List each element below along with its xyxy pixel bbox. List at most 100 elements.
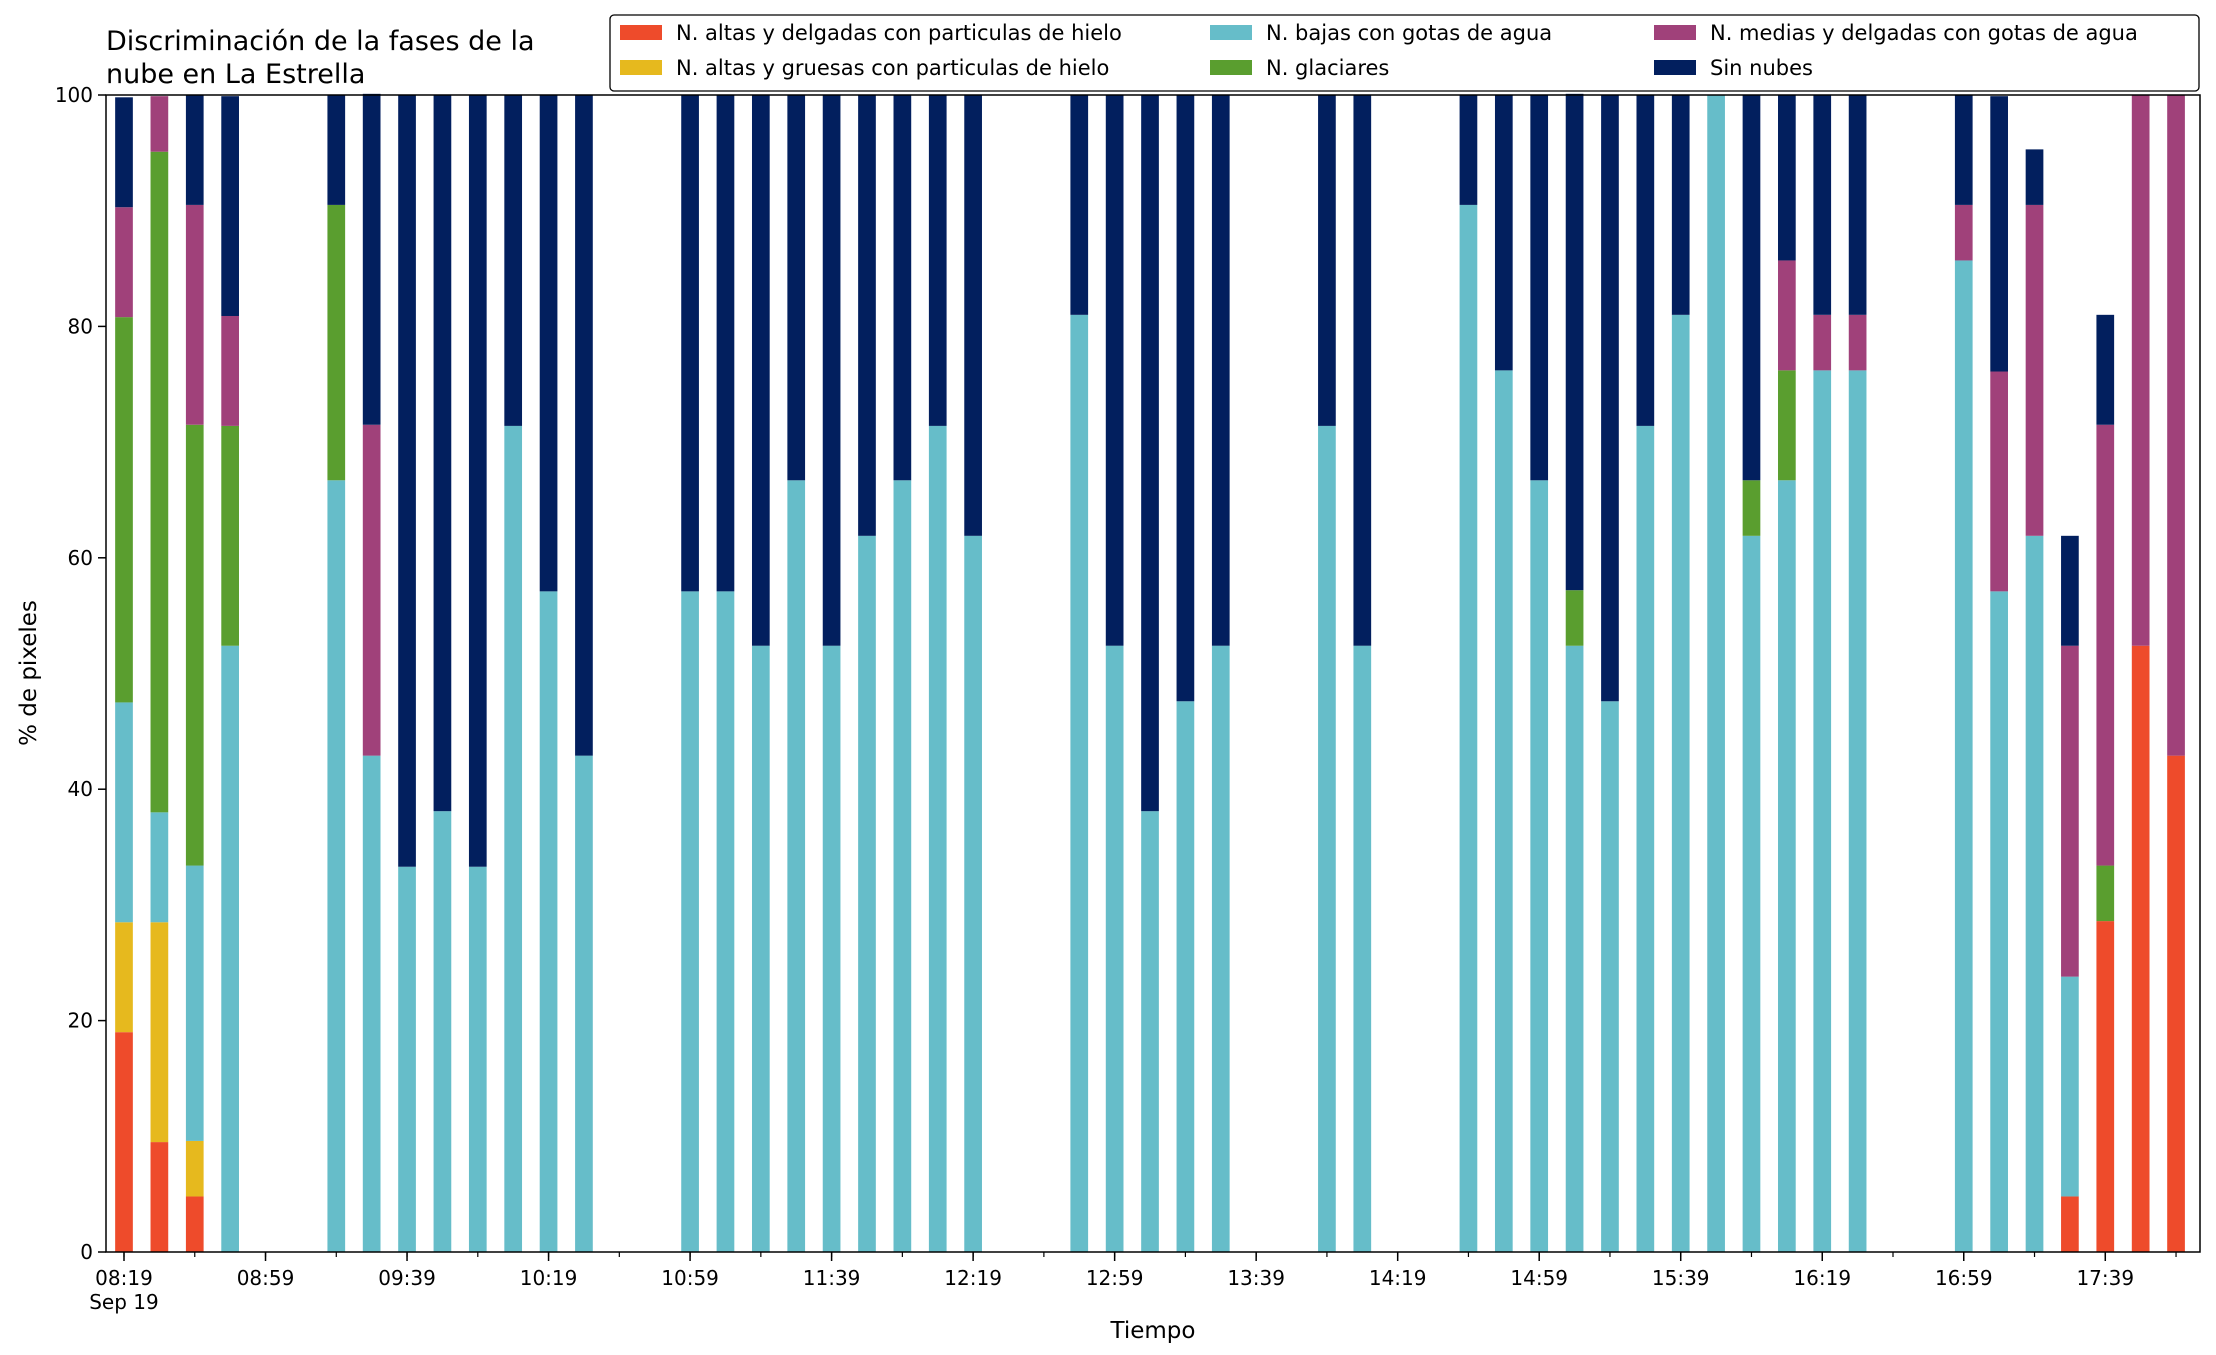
bar-segment-s3-x3 [221,425,239,646]
bar-segment-s2-x54 [2025,535,2044,1252]
y-tick-label: 40 [68,777,93,801]
legend-label-4: N. medias y delgadas con gotas de agua [1710,21,2138,45]
bar-segment-s2-x0 [115,702,133,923]
bar-segment-s2-x11 [504,425,523,1252]
bar-segment-s5-x18 [751,95,770,646]
bar-segment-s5-x6 [327,95,346,205]
bar-segment-s2-x30 [1176,701,1195,1252]
bar-segment-s4-x3 [221,315,239,426]
bar-segment-s2-x29 [1141,811,1159,1252]
bar-segment-s5-x0 [115,97,133,208]
x-tick-label: 10:19 [520,1266,578,1290]
bar-segment-s2-x3 [221,645,239,1252]
bar-segment-s5-x43 [1636,95,1655,426]
bar-segment-s2-x55 [2061,976,2079,1197]
legend-swatch-4 [1654,25,1696,40]
bar-segment-s4-x1 [150,96,169,152]
chart-title-line-2: nube en La Estrella [106,59,365,90]
bar-segment-s5-x21 [858,95,876,536]
bar-segment-s5-x56 [2096,314,2115,425]
bar-segment-s2-x7 [362,755,381,1252]
bar-segment-s2-x19 [787,480,806,1252]
x-tick-label: 16:19 [1793,1266,1851,1290]
bar-segment-s5-x22 [893,95,912,481]
bar-segment-s2-x35 [1353,645,1372,1252]
bar-segment-s5-x31 [1211,95,1230,646]
legend-label-1: N. altas y gruesas con particulas de hie… [676,56,1109,80]
bar-segment-s2-x27 [1070,314,1089,1253]
x-tick-label: 08:19 [95,1266,153,1290]
y-axis: 0 20 40 60 80 100 [55,83,106,1264]
plot-frame [105,94,2201,1253]
bar-segment-s2-x48 [1813,370,1832,1252]
bar-segment-s0-x1 [150,1142,169,1252]
bar-segment-s2-x2 [185,865,204,1141]
bar-segment-s3-x6 [327,204,346,481]
bar-segment-s5-x48 [1813,95,1832,315]
bar-segment-s5-x44 [1671,95,1690,315]
bar-segment-s3-x46 [1742,480,1761,536]
bar-segment-s2-x16 [681,591,699,1252]
bar-segment-s5-x28 [1105,95,1124,646]
legend: N. altas y delgadas con particulas de hi… [609,14,2200,92]
legend-label-5: Sin nubes [1710,56,1813,80]
y-tick-label: 60 [68,546,93,570]
x-tick-label: 12:19 [944,1266,1002,1290]
bar-segment-s0-x57 [2131,645,2150,1252]
bar-segment-s2-x49 [1848,370,1867,1252]
legend-swatch-3 [1210,60,1252,75]
bar-segment-s3-x47 [1778,370,1796,481]
bar-segment-s5-x20 [822,95,841,646]
bar-segment-s3-x41 [1565,590,1584,646]
bar-segment-s2-x43 [1636,425,1655,1252]
bar-segment-s5-x12 [539,95,558,592]
bar-segment-s5-x52 [1954,95,1973,205]
bar-segment-s2-x6 [327,480,346,1252]
bar-segment-s3-x1 [150,151,169,813]
bar-segment-s2-x1 [150,812,169,923]
bar-segment-s1-x0 [115,922,133,1033]
bar-segment-s2-x8 [398,866,416,1252]
bar-segment-s2-x39 [1494,370,1513,1252]
bar-segment-s2-x31 [1211,645,1230,1252]
x-tick-label: 14:19 [1369,1266,1427,1290]
bar-segment-s4-x47 [1778,260,1796,371]
bar-segment-s5-x8 [398,95,416,867]
bar-segment-s5-x9 [433,95,452,812]
bar-segment-s4-x7 [362,424,381,756]
y-tick-label: 100 [55,83,93,107]
bar-segment-s5-x40 [1530,95,1549,481]
bar-segment-s3-x0 [115,317,133,703]
bars-layer [115,93,2185,1253]
bar-segment-s4-x52 [1954,204,1973,261]
bar-segment-s2-x10 [468,866,487,1252]
bar-segment-s2-x52 [1954,260,1973,1252]
legend-swatch-0 [620,25,662,40]
bar-segment-s4-x2 [185,204,204,425]
bar-segment-s5-x2 [185,95,204,205]
bar-segment-s5-x24 [964,95,982,536]
bar-segment-s4-x54 [2025,204,2044,536]
x-tick-label: 14:59 [1510,1266,1568,1290]
bar-segment-s5-x29 [1141,95,1159,812]
bar-segment-s5-x16 [681,95,699,592]
bar-segment-s2-x46 [1742,535,1761,1252]
bar-segment-s2-x40 [1530,480,1549,1252]
legend-label-0: N. altas y delgadas con particulas de hi… [676,21,1122,45]
bar-segment-s4-x48 [1813,314,1832,371]
bar-segment-s5-x3 [221,96,239,316]
legend-swatch-5 [1654,60,1696,75]
bar-segment-s2-x53 [1990,591,2008,1252]
bar-segment-s5-x41 [1565,93,1584,591]
legend-swatch-2 [1210,25,1252,40]
bar-segment-s4-x49 [1848,314,1867,371]
x-tick-label: 13:39 [1227,1266,1285,1290]
bar-segment-s5-x30 [1176,95,1195,702]
x-tick-label: 08:59 [237,1266,295,1290]
bar-segment-s3-x56 [2096,865,2115,922]
bar-segment-s5-x42 [1601,95,1619,702]
bar-segment-s5-x35 [1353,95,1372,646]
x-tick-label: 09:39 [378,1266,436,1290]
chart-title: Discriminación de la fases de la nube en… [106,26,535,90]
